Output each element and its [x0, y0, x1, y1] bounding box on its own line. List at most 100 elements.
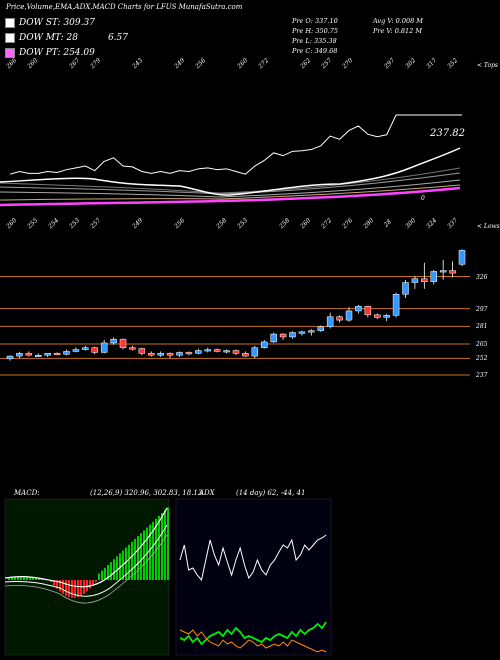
- candle-body: [72, 349, 80, 352]
- candle-body: [129, 347, 136, 350]
- macd-bar: [140, 533, 142, 580]
- legend-dow-st-label: DOW ST: 309.37: [19, 18, 95, 28]
- macd-bar: [152, 521, 154, 580]
- adx-values: (14 day) 62, -44, 41: [236, 489, 306, 497]
- candle-body: [166, 353, 174, 356]
- price-info-low: Pre L: 335.38: [292, 37, 337, 45]
- candle-body: [110, 338, 117, 344]
- macd-bar: [131, 541, 133, 580]
- candle-body: [16, 353, 23, 357]
- candle-body: [63, 351, 70, 355]
- candle-body: [223, 350, 230, 353]
- macd-bar: [80, 580, 82, 596]
- macd-bar: [41, 579, 43, 580]
- ema-line-3: [0, 179, 461, 198]
- adx-minus-di-line: [179, 629, 327, 653]
- price-level-label: 326: [476, 273, 488, 281]
- macd-bar: [35, 577, 37, 580]
- macd-bar: [11, 577, 13, 580]
- macd-line: [4, 507, 168, 588]
- macd-bar: [107, 564, 109, 580]
- macd-bar: [56, 580, 58, 589]
- candle-body: [270, 333, 277, 343]
- candle-body: [185, 352, 193, 355]
- macd-bar: [53, 580, 55, 586]
- candle-body: [176, 352, 183, 356]
- legend-dow-pt-label: DOW PT: 254.09: [19, 48, 95, 58]
- pre-volume: Pre V: 0.812 M: [373, 27, 423, 35]
- candle-body: [421, 278, 428, 282]
- candle-body: [392, 293, 400, 316]
- candle-body: [82, 347, 89, 350]
- macd-label: MACD:: [14, 489, 40, 497]
- candle-body: [402, 282, 409, 295]
- candle-body: [148, 353, 155, 356]
- macd-bar: [20, 576, 22, 580]
- macd-bar: [68, 580, 70, 598]
- candle-body: [251, 347, 259, 357]
- ema-line-4: [0, 184, 461, 201]
- candle-body: [317, 326, 324, 331]
- legend-dow-mt-label: DOW MT: 28: [19, 33, 78, 43]
- macd-bar: [116, 556, 118, 580]
- candle-body: [411, 278, 419, 283]
- tops-numbers-row: 266 260 267 279 243 249 256 260 272 262 257 270 297 3…: [0, 57, 500, 72]
- candle-body: [157, 353, 164, 356]
- macd-bar: [125, 547, 127, 580]
- candle-body: [100, 342, 108, 353]
- candle-body: [242, 353, 249, 357]
- candle-body: [449, 270, 456, 274]
- macd-bar: [143, 530, 145, 580]
- ema-chart-area: [0, 114, 462, 207]
- macd-bar: [89, 580, 91, 589]
- candle-body: [364, 306, 372, 316]
- candlestick-series: [6, 249, 466, 361]
- candle-body: [138, 348, 146, 354]
- macd-bar: [113, 559, 115, 580]
- macd-bar: [101, 570, 103, 580]
- chart-title: Price,Volume,EMA,ADX,MACD Charts for LFU…: [6, 3, 243, 11]
- macd-bar: [62, 580, 64, 594]
- macd-bar: [29, 576, 31, 580]
- candle-body: [213, 349, 221, 352]
- candle-body: [204, 349, 211, 352]
- macd-bar: [95, 580, 97, 582]
- macd-bar: [164, 510, 166, 580]
- candle-body: [261, 341, 268, 348]
- legend-dow-pt: DOW PT: 254.09: [5, 47, 95, 59]
- adx-plus-di-line: [179, 621, 327, 646]
- candle-body: [53, 353, 61, 356]
- candle-body: [430, 271, 437, 282]
- candle-body: [383, 315, 390, 318]
- ema-line-2: [0, 172, 461, 195]
- lows-numbers-row: 260 255 254 253 257 249 256 258 253 258 260 272 276 2…: [0, 217, 500, 232]
- candle-body: [355, 306, 362, 312]
- candle-body: [345, 310, 353, 321]
- macd-bar: [149, 524, 151, 580]
- macd-bar: [161, 513, 163, 580]
- price-level-label: 237: [476, 372, 488, 379]
- macd-bar: [17, 576, 19, 580]
- macd-bar: [137, 536, 139, 580]
- legend-swatch-st: [5, 18, 15, 28]
- price-level-label: 297: [476, 305, 488, 313]
- macd-bar: [77, 580, 79, 598]
- macd-bar: [23, 576, 25, 580]
- price-annotation: 237.82: [430, 128, 465, 139]
- adx-label: ADX: [199, 489, 215, 497]
- candle-body: [91, 347, 98, 353]
- candle-body: [44, 353, 51, 356]
- legend-dow-st: DOW ST: 309.37: [5, 17, 95, 29]
- price-level-label: 281: [476, 323, 488, 331]
- macd-bar: [71, 580, 73, 598]
- candle-body: [6, 355, 14, 360]
- macd-bar: [167, 507, 169, 580]
- candle-body: [374, 314, 381, 318]
- macd-bar: [119, 553, 121, 580]
- macd-bar: [98, 573, 100, 580]
- price-info-open: Pre O: 337.10: [292, 17, 338, 25]
- price-level-lines: [0, 276, 470, 376]
- ema-line-1: [0, 167, 461, 194]
- candle-body: [326, 316, 334, 328]
